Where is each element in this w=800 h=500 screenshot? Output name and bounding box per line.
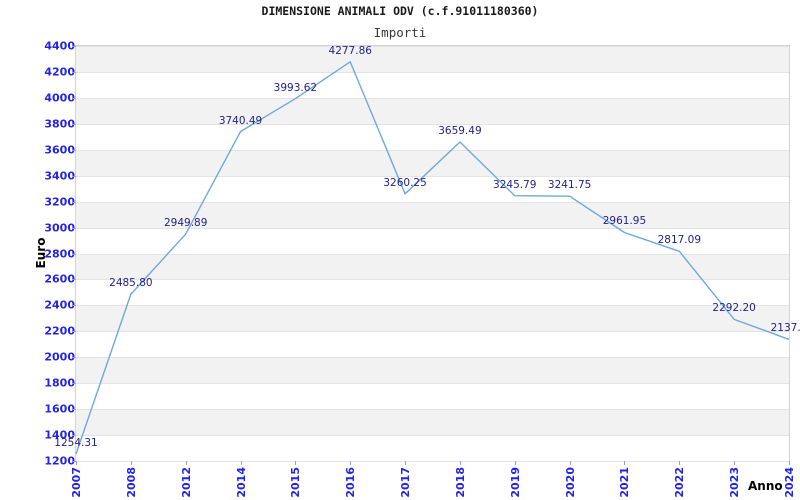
y-axis-tick-label: 3600 — [44, 143, 75, 157]
y-axis-tick-mark — [72, 150, 76, 151]
y-axis-tick-label: 3800 — [44, 117, 75, 131]
x-axis-tick-mark — [131, 461, 132, 465]
gridline — [76, 383, 789, 384]
x-axis-tick-mark — [350, 461, 351, 465]
y-axis-tick-label: 4200 — [44, 65, 75, 79]
y-axis-tick-mark — [72, 176, 76, 177]
y-axis-tick-mark — [72, 461, 76, 462]
y-axis-tick-mark — [72, 305, 76, 306]
gridline — [76, 409, 789, 410]
y-axis-tick-label: 2600 — [44, 272, 75, 286]
x-axis-tick-mark — [76, 461, 77, 465]
series-line-importi — [75, 61, 790, 455]
y-axis-tick-mark — [72, 254, 76, 255]
x-axis-tick-mark — [789, 461, 790, 465]
y-axis-tick-mark — [72, 202, 76, 203]
x-axis-tick-mark — [186, 461, 187, 465]
x-axis-tick-label: 2023 — [728, 467, 742, 498]
background-band — [76, 149, 789, 176]
gridline — [76, 98, 789, 99]
x-axis-tick-label: 2015 — [289, 467, 303, 498]
background-band — [76, 357, 789, 384]
background-band — [76, 201, 789, 228]
x-axis-tick-mark — [679, 461, 680, 465]
y-axis-tick-label: 2000 — [44, 350, 75, 364]
y-axis-tick-label: 3000 — [44, 221, 75, 235]
x-axis-tick-label: 2020 — [563, 467, 577, 498]
x-axis-tick-label: 2016 — [344, 467, 358, 498]
y-axis-tick-label: 3200 — [44, 195, 75, 209]
gridline — [76, 72, 789, 73]
y-axis-tick-label: 1200 — [44, 454, 75, 468]
x-axis-title: Anno — [748, 479, 783, 493]
y-axis-tick-label: 1400 — [44, 428, 75, 442]
background-band — [76, 305, 789, 332]
y-axis-tick-mark — [72, 228, 76, 229]
plot-area: 1200 1400 1600 1800 2000 2200 2400 2600 2800 3000… — [44, 40, 800, 498]
x-axis-tick-mark — [515, 461, 516, 465]
gridline — [76, 46, 789, 47]
y-axis-tick-label: 4400 — [44, 39, 75, 53]
gridline — [76, 279, 789, 280]
x-axis-tick-mark — [734, 461, 735, 465]
chart-subtitle: Importi — [373, 25, 427, 40]
y-axis-tick-mark — [72, 46, 76, 47]
gridline — [76, 228, 789, 229]
x-axis-tick-label: 2008 — [124, 467, 138, 498]
y-axis-tick-label: 2800 — [44, 247, 75, 260]
background-band — [76, 253, 789, 280]
y-axis-tick-label: 3400 — [44, 169, 75, 183]
x-axis-tick-label: 2024 — [783, 467, 796, 498]
gridline — [76, 357, 789, 358]
x-axis-tick-mark — [295, 461, 296, 465]
y-axis-tick-label: 1800 — [44, 376, 75, 390]
x-axis-tick-label: 2007 — [70, 467, 83, 498]
x-axis-tick-mark — [460, 461, 461, 465]
y-axis-tick-mark — [72, 435, 76, 436]
x-axis-tick-label: 2017 — [399, 467, 413, 498]
gridline — [76, 435, 789, 436]
y-axis-tick-mark — [72, 357, 76, 358]
x-axis-tick-label: 2019 — [508, 467, 522, 498]
x-axis-tick-mark — [624, 461, 625, 465]
y-axis-tick-mark — [72, 124, 76, 125]
background-band — [76, 46, 789, 72]
series-polyline — [75, 61, 790, 455]
gridline — [76, 176, 789, 177]
x-axis-tick-label: 2022 — [673, 467, 687, 498]
x-axis-tick-label: 2021 — [618, 467, 632, 498]
y-axis-tick-label: 1600 — [44, 402, 75, 416]
background-band — [76, 97, 789, 124]
y-axis-tick-mark — [72, 409, 76, 410]
x-axis-tick-mark — [405, 461, 406, 465]
y-axis-tick-mark — [72, 72, 76, 73]
y-axis-tick-label: 2200 — [44, 324, 75, 338]
y-axis-tick-label: 4000 — [44, 91, 75, 105]
background-band — [76, 409, 789, 436]
y-axis-tick-mark — [72, 331, 76, 332]
x-axis-tick-mark — [241, 461, 242, 465]
page-title: DIMENSIONE ANIMALI ODV (c.f.91011180360) — [261, 4, 539, 18]
gridline — [76, 150, 789, 151]
gridline — [76, 331, 789, 332]
x-axis-tick-label: 2014 — [234, 467, 248, 498]
y-axis-tick-mark — [72, 279, 76, 280]
y-axis-tick-mark — [72, 383, 76, 384]
y-axis-tick-label: 2400 — [44, 298, 75, 312]
x-axis-tick-label: 2012 — [179, 467, 193, 498]
gridline — [76, 254, 789, 255]
gridline — [76, 461, 789, 462]
x-axis-tick-mark — [570, 461, 571, 465]
y-axis-tick-mark — [72, 98, 76, 99]
gridline — [76, 202, 789, 203]
x-axis-tick-label: 2018 — [453, 467, 467, 498]
gridline — [76, 305, 789, 306]
gridline — [76, 124, 789, 125]
